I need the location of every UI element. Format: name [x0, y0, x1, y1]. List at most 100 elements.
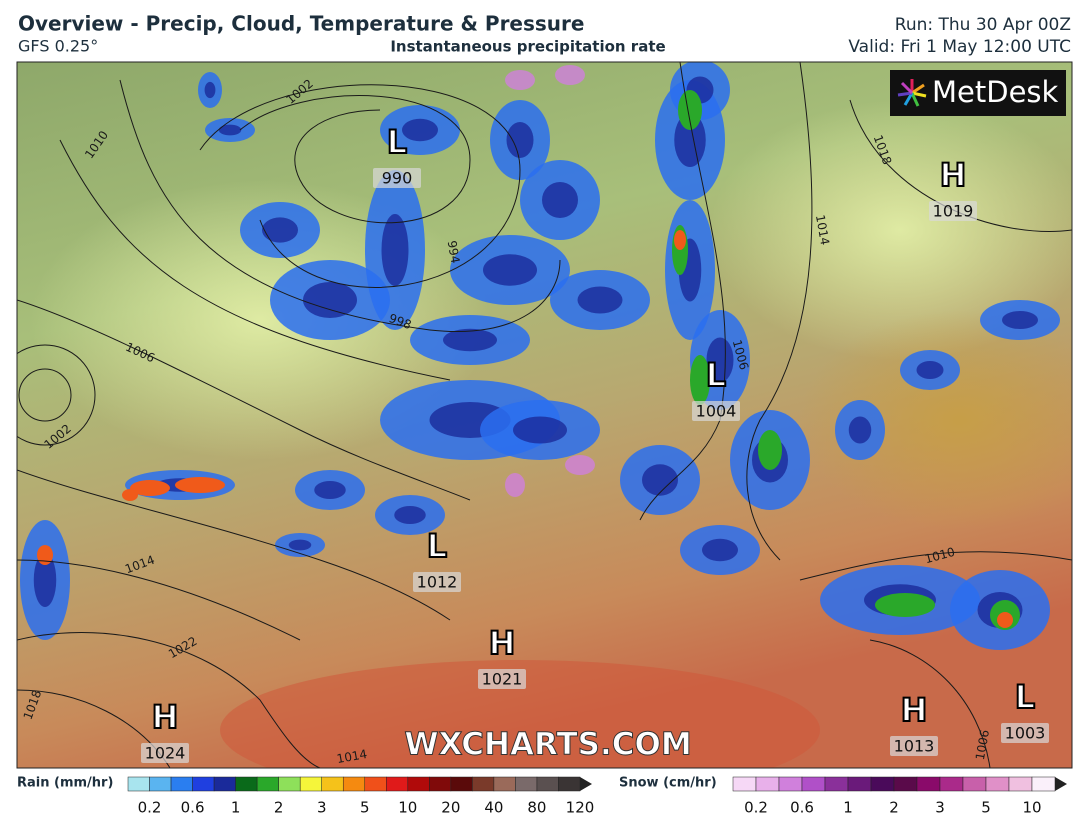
precip-core [288, 539, 312, 551]
precip-core [262, 217, 298, 243]
legend-swatch [1008, 776, 1033, 792]
precip-core [303, 282, 357, 318]
precip-core [542, 182, 578, 218]
legend-swatch [235, 776, 258, 792]
pressure-value-box [373, 168, 421, 188]
legend-label: 5 [360, 799, 370, 817]
warm-area [220, 660, 820, 768]
isobar-label: 1014 [813, 214, 832, 247]
logo-icon [897, 79, 927, 107]
isobar [639, 62, 726, 521]
precip-intense [130, 480, 170, 496]
legend-swatch [755, 776, 780, 792]
legend-swatch [515, 776, 538, 792]
isobar [746, 62, 813, 561]
legend-swatch [299, 776, 322, 792]
rain-legend-title: Rain (mm/hr) [17, 776, 113, 791]
legend-swatch [536, 776, 559, 792]
legend-label: 20 [441, 799, 460, 817]
legend-label: 5 [981, 799, 991, 817]
precip-core [642, 464, 678, 496]
legend-swatch [962, 776, 987, 792]
pressure-symbol: H [901, 691, 928, 729]
title: Overview - Precip, Cloud, Temperature & … [18, 12, 584, 36]
precip-core [314, 481, 346, 499]
legend-label: 0.6 [181, 799, 205, 817]
precip-core [513, 416, 567, 444]
legend-swatch [364, 776, 387, 792]
precip-core [506, 122, 534, 158]
legend-swatch [213, 776, 236, 792]
isobar [17, 469, 451, 621]
snow-legend-title: Snow (cm/hr) [619, 776, 717, 791]
precip-intense [175, 477, 225, 493]
pressure-value: 1021 [482, 670, 523, 689]
precip-heavy [758, 430, 782, 470]
map: 1010100610021014102210181014994998100610… [17, 62, 1072, 768]
legend-label: 2 [274, 799, 284, 817]
isobar [17, 299, 471, 501]
precip-core [848, 416, 872, 444]
legend-label: 120 [566, 799, 595, 817]
legend-swatch [429, 776, 452, 792]
pressure-value: 990 [382, 169, 413, 188]
snow-area [505, 70, 535, 90]
precip-heavy [678, 90, 702, 130]
pressure-value-box [141, 743, 189, 763]
precip-core [402, 118, 438, 142]
isobar [59, 139, 451, 381]
legend-label: 3 [317, 799, 327, 817]
run-time: Run: Thu 30 Apr 00Z [895, 15, 1071, 35]
precip-intense [997, 612, 1013, 628]
logo-text: MetDesk [932, 75, 1059, 109]
legend-swatch [732, 776, 757, 792]
legend-swatch [493, 776, 516, 792]
precip-intense [674, 230, 686, 250]
pressure-value-box [413, 572, 461, 592]
precipitation [20, 62, 1060, 650]
isobar [239, 95, 471, 224]
isobar-label: 994 [445, 239, 463, 264]
legend-label: 40 [484, 799, 503, 817]
pressure-symbol: L [1015, 678, 1035, 716]
legend-arrow [1055, 777, 1067, 791]
logo-box [890, 70, 1066, 116]
legend-swatch [407, 776, 430, 792]
precip-core [204, 81, 216, 99]
pressure-symbol: L [427, 527, 447, 565]
legend-swatch [256, 776, 279, 792]
layer: Instantaneous precipitation rate [390, 38, 665, 56]
isobar [799, 551, 1072, 581]
legend-label: 3 [935, 799, 945, 817]
legend-swatch [801, 776, 826, 792]
legend-label: 2 [889, 799, 899, 817]
warm-area [800, 310, 1072, 530]
legend-swatch [847, 776, 872, 792]
isobar-label: 1014 [336, 747, 369, 766]
valid-time: Valid: Fri 1 May 12:00 UTC [848, 37, 1071, 57]
pressure-symbol: H [152, 698, 179, 736]
precip-core [33, 553, 57, 607]
pressure-symbol: L [387, 123, 407, 161]
isobar [869, 639, 991, 768]
legend-swatch [278, 776, 301, 792]
legend-swatch [127, 776, 150, 792]
legend-label: 0.2 [744, 799, 768, 817]
precip-core [577, 286, 623, 314]
pressure-symbol: H [489, 624, 516, 662]
pressure-centers: L 990 H 1019 L 1004 L 1012 H 1021 H 1024 H 1013 L 1003 [141, 122, 1049, 763]
pressure-value: 1003 [1005, 724, 1046, 743]
legend-label: 0.6 [790, 799, 814, 817]
pressure-symbol: H [940, 156, 967, 194]
precip-core [702, 538, 738, 562]
legend-swatch [386, 776, 409, 792]
legend-swatch [985, 776, 1010, 792]
legend-swatch [192, 776, 215, 792]
pressure-value: 1012 [417, 573, 458, 592]
precip-core [916, 361, 944, 379]
legend-swatch [472, 776, 495, 792]
map-frame [16, 61, 1073, 769]
isobar [17, 559, 301, 641]
